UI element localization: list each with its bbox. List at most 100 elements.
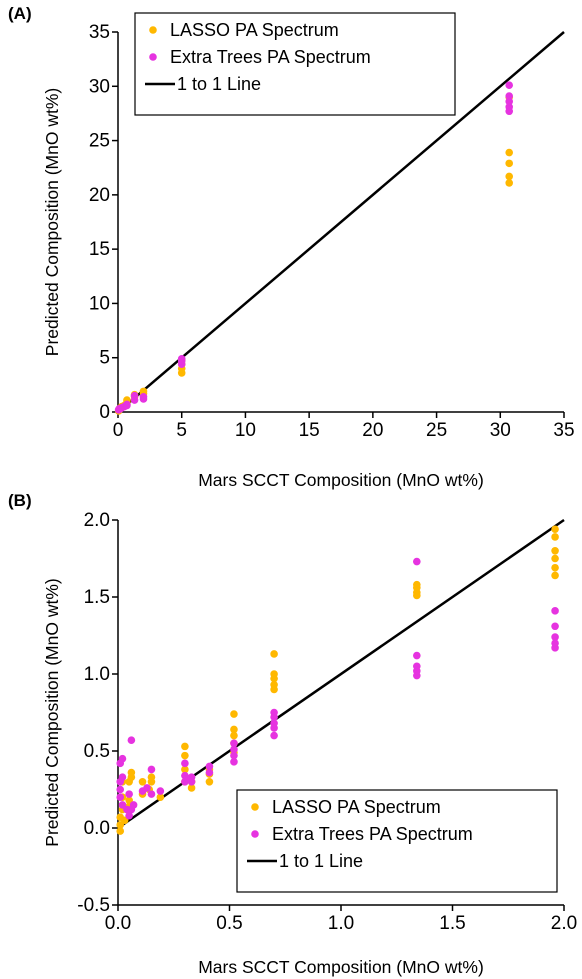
extra-trees-point: [413, 662, 421, 671]
extra-trees-series: [114, 81, 514, 414]
legend-label: Extra Trees PA Spectrum: [272, 824, 473, 844]
lasso-point: [127, 768, 136, 777]
chart-a-svg: 0 5 10 15 20 25 30 35 0 5 10 15 20 25 30 35 Mars SCCT Co…: [42, 12, 575, 490]
extra-trees-point: [123, 400, 131, 409]
extra-trees-point: [147, 790, 156, 798]
extra-trees-point: [413, 651, 421, 660]
legend-label: LASSO PA Spectrum: [170, 20, 339, 40]
x-axis-label: Mars SCCT Composition (MnO wt%): [198, 957, 484, 977]
extra-trees-point: [143, 784, 151, 792]
x-tick-label: 1.5: [439, 913, 465, 934]
legend-label: LASSO PA Spectrum: [272, 797, 441, 817]
legend-lasso-marker: [149, 26, 157, 34]
extra-trees-point: [270, 708, 278, 717]
extra-trees-point: [118, 754, 127, 763]
lasso-point: [138, 778, 147, 786]
lasso-point: [270, 680, 278, 689]
legend-extra-trees-marker: [149, 53, 157, 61]
panel-label-a: (A): [8, 4, 32, 23]
lasso-point: [551, 525, 559, 534]
lasso-point: [551, 547, 559, 555]
extra-trees-point: [116, 785, 125, 794]
x-tick-label: 0: [113, 420, 124, 441]
extra-trees-point: [230, 757, 238, 766]
legend-box: [236, 789, 558, 893]
panel-b: (B) 0.0 0.5 1.0 1.5 2.0 -0.5 0.0 0.5 1.0 1.5 2.0 Ma…: [0, 490, 582, 979]
extra-trees-point: [181, 759, 189, 768]
extra-trees-point: [230, 745, 238, 754]
x-tick-label: 25: [426, 420, 447, 441]
extra-trees-point: [130, 391, 139, 400]
x-tick-label: 20: [362, 420, 383, 441]
y-tick-label: 0.5: [84, 741, 110, 762]
x-tick-label: 0.5: [216, 913, 242, 934]
lasso-point: [505, 159, 514, 168]
x-tick-label: 35: [553, 420, 574, 441]
extra-trees-point: [230, 751, 238, 760]
x-axis-label: Mars SCCT Composition (MnO wt%): [198, 470, 484, 490]
lasso-point: [505, 148, 514, 157]
extra-trees-point: [116, 793, 125, 801]
x-tick-label: 15: [299, 420, 320, 441]
y-tick-label: 0.0: [84, 818, 110, 839]
extra-trees-point: [187, 773, 196, 781]
extra-trees-point: [413, 557, 421, 566]
extra-trees-point: [505, 103, 514, 111]
x-tick-label: 10: [235, 420, 256, 441]
extra-trees-point: [129, 801, 138, 809]
extra-trees-point: [551, 622, 559, 631]
legend-extra-trees-marker: [251, 830, 259, 838]
y-tick-label: 1.0: [84, 664, 110, 685]
extra-trees-point: [505, 81, 514, 89]
legend-label: Extra Trees PA Spectrum: [170, 47, 371, 67]
panel-label-b: (B): [8, 491, 32, 510]
lasso-point: [205, 778, 214, 786]
y-tick-label: 20: [89, 185, 110, 206]
y-tick-label: 1.5: [84, 587, 110, 608]
lasso-point: [505, 179, 514, 187]
extra-trees-point: [127, 736, 136, 745]
extra-trees-point: [139, 393, 148, 401]
lasso-point: [181, 765, 189, 774]
y-tick-label: 35: [89, 22, 110, 43]
extra-trees-point: [551, 639, 559, 647]
y-tick-label: 5: [99, 348, 110, 369]
extra-trees-point: [270, 731, 278, 740]
lasso-point: [181, 751, 189, 760]
one-to-one-line: [117, 31, 565, 413]
lasso-point: [505, 172, 514, 181]
lasso-series: [114, 93, 514, 415]
lasso-point: [181, 742, 189, 751]
y-tick-label: 2.0: [84, 510, 110, 531]
extra-trees-point: [205, 768, 214, 777]
extra-trees-point: [551, 633, 559, 641]
y-tick-label: 30: [89, 76, 110, 97]
x-tick-label: 5: [176, 420, 187, 441]
lasso-point: [551, 563, 559, 572]
extra-trees-point: [505, 92, 514, 100]
lasso-series: [116, 525, 559, 835]
lasso-point: [187, 784, 196, 792]
legend-label: 1 to 1 Line: [279, 851, 363, 871]
lasso-point: [551, 571, 559, 580]
lasso-point: [413, 580, 421, 589]
y-tick-label: 0: [99, 402, 110, 423]
x-tick-label: 30: [490, 420, 511, 441]
legend-box: [134, 12, 456, 116]
extra-trees-point: [125, 811, 133, 820]
extra-trees-point: [551, 607, 559, 615]
lasso-point: [156, 793, 165, 801]
lasso-point: [230, 731, 238, 740]
extra-trees-point: [205, 762, 214, 771]
extra-trees-point: [125, 790, 133, 798]
extra-trees-point: [147, 765, 156, 774]
y-axis-label: Predicted Composition (MnO wt%): [42, 88, 62, 356]
lasso-point: [230, 725, 238, 734]
lasso-point: [116, 827, 125, 835]
legend-lasso-marker: [251, 803, 259, 811]
extra-trees-point: [118, 773, 127, 781]
y-tick-label: -0.5: [77, 895, 110, 916]
y-tick-label: 10: [89, 293, 110, 314]
lasso-point: [270, 650, 278, 658]
